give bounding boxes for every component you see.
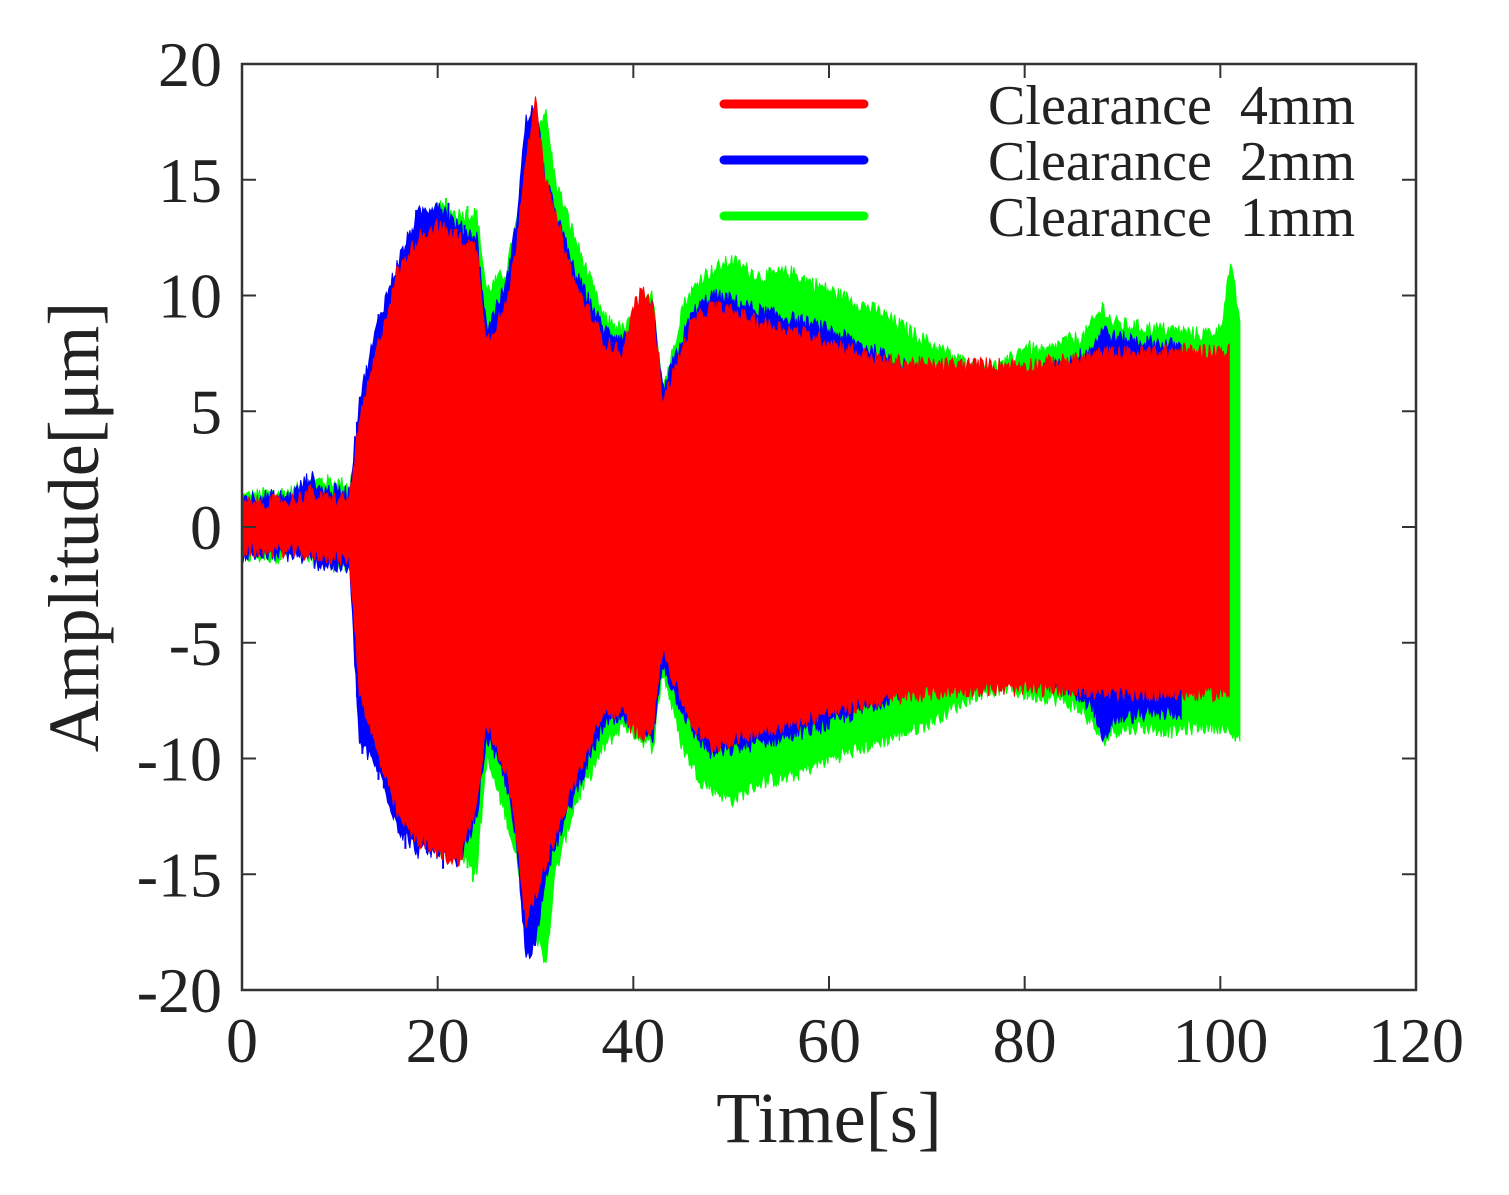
x-tick-label: 20	[406, 1005, 470, 1076]
x-axis-title: Time[s]	[716, 1078, 941, 1158]
x-tick-label: 100	[1172, 1005, 1268, 1076]
x-tick-label: 120	[1368, 1005, 1464, 1076]
y-tick-label: 5	[190, 376, 222, 447]
series-envelope	[241, 96, 1230, 928]
y-tick-label: 20	[158, 29, 222, 100]
y-axis-title: Amplitude[μm]	[34, 302, 114, 753]
legend-label: Clearance 4mm	[988, 75, 1355, 137]
series-clearance-4mm	[241, 96, 1230, 928]
legend-item: Clearance 1mm	[719, 187, 1355, 249]
x-tick-label: 60	[797, 1005, 861, 1076]
legend-label: Clearance 1mm	[988, 187, 1355, 249]
legend-item: Clearance 4mm	[719, 75, 1355, 137]
x-tick-label: 40	[601, 1005, 665, 1076]
y-tick-label: -15	[137, 839, 222, 910]
legend-label: Clearance 2mm	[988, 131, 1355, 193]
series-layer	[241, 96, 1241, 964]
y-tick-label: 10	[158, 261, 222, 332]
y-tick-label: 15	[158, 145, 222, 216]
legend-item: Clearance 2mm	[719, 131, 1355, 193]
tick-labels-layer: 0 20 40 60 80 100 120 20 15 10 5 0 -5 -10 -15 -20	[137, 29, 1464, 1076]
y-tick-label: 0	[190, 492, 222, 563]
y-tick-label: -10	[137, 724, 222, 795]
y-tick-label: -20	[137, 955, 222, 1026]
x-tick-label: 80	[993, 1005, 1057, 1076]
x-tick-label: 0	[226, 1005, 258, 1076]
ticks-layer	[241, 63, 1417, 991]
y-tick-label: -5	[169, 608, 222, 679]
